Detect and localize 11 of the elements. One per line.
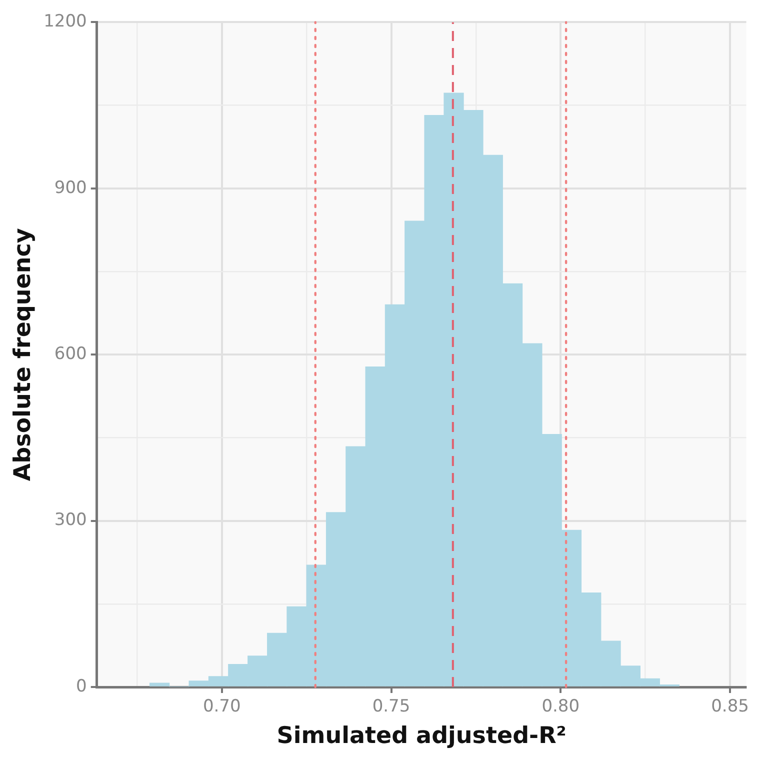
x-tick-label: 0.70 — [202, 696, 241, 717]
x-tick-label: 0.85 — [711, 696, 749, 717]
x-tick-label: 0.80 — [542, 696, 580, 717]
x-axis-title: Simulated adjusted-R² — [276, 723, 566, 750]
y-tick-label: 0 — [76, 676, 87, 696]
y-tick-label: 900 — [54, 178, 87, 198]
y-tick-label: 300 — [54, 510, 87, 530]
x-tick-label: 0.75 — [372, 696, 410, 717]
y-tick-label: 600 — [54, 344, 87, 364]
y-axis-title: Absolute frequency — [10, 228, 36, 482]
y-tick-label: 1200 — [44, 12, 87, 32]
